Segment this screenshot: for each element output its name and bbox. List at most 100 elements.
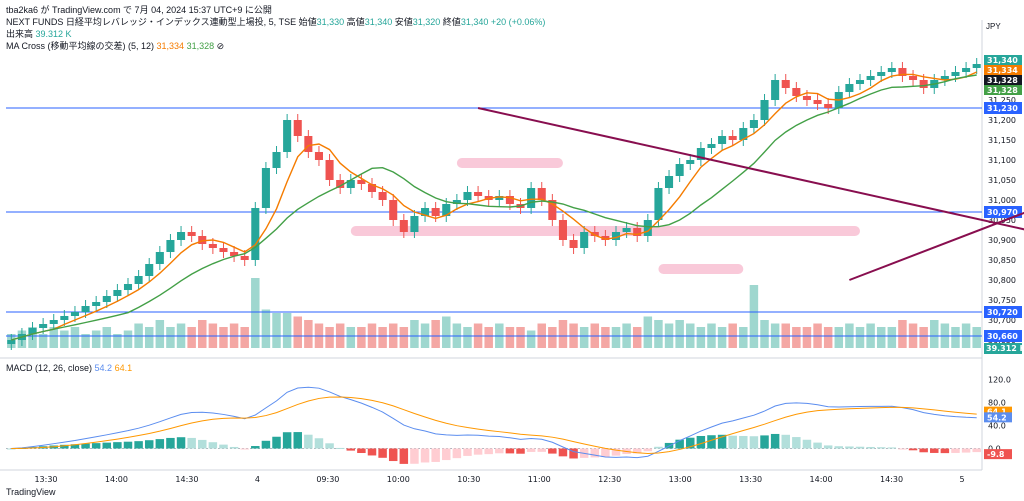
macd-histogram-bar: [346, 448, 356, 451]
volume-bar: [463, 327, 472, 348]
macd-histogram-bar: [855, 446, 865, 449]
candle-body: [580, 232, 589, 248]
level-tag-bg: [984, 330, 1022, 342]
macd-histogram-bar: [930, 448, 939, 453]
macd-histogram-bar: [463, 448, 472, 456]
macd-histogram-bar: [335, 447, 345, 449]
volume-bar: [38, 334, 48, 348]
volume-bar: [749, 285, 759, 348]
candle-body: [452, 200, 461, 204]
candle-body: [558, 220, 567, 240]
candle-body: [219, 248, 228, 252]
macd-histogram-bar: [176, 437, 186, 449]
x-tick-label: 14:30: [175, 475, 198, 484]
candle-body: [208, 244, 217, 248]
ohlc-high-label: 高値: [346, 17, 365, 27]
volume-bar: [526, 330, 536, 348]
candle-body: [739, 128, 748, 140]
ohlc-open: 31,330: [316, 17, 345, 27]
candle-body: [442, 204, 451, 216]
candle-body: [272, 152, 281, 168]
candle-body: [728, 136, 737, 140]
volume-bar: [219, 327, 228, 348]
volume-bar: [611, 327, 621, 348]
candle-body: [421, 208, 430, 216]
eye-icon[interactable]: ⊘: [216, 41, 225, 51]
volume-bar: [198, 320, 207, 348]
signal-line: [11, 396, 977, 454]
ohlc-close: 31,340: [460, 17, 489, 27]
price-tag-label: 31,340: [987, 56, 1018, 65]
volume-bar: [548, 327, 557, 348]
ma-label: MA Cross (移動平均線の交差) (5, 12): [6, 41, 155, 51]
macd-histogram-bar: [166, 437, 175, 449]
candle-body: [410, 216, 419, 232]
volume-bar: [113, 334, 122, 348]
macd-histogram-bar: [399, 448, 409, 464]
candle-body: [49, 320, 58, 324]
macd-tick-label: 80.0: [988, 399, 1006, 408]
level-tag-label: 31,230: [987, 104, 1018, 113]
macd-histogram-bar: [526, 448, 536, 452]
candle-body: [686, 160, 695, 164]
candle-body: [760, 100, 769, 120]
candle-body: [824, 104, 833, 108]
volume-bar: [717, 327, 727, 348]
macd-histogram-bar: [144, 440, 154, 449]
macd-line-value: 54.2: [94, 363, 113, 373]
candle-body: [102, 296, 111, 302]
candle-body: [601, 236, 610, 240]
volume-bar: [304, 320, 313, 348]
candle-body: [463, 192, 472, 200]
macd-histogram-bar: [91, 443, 101, 449]
volume-bar: [484, 327, 493, 348]
candle-body: [781, 80, 790, 88]
candle-body: [367, 184, 377, 192]
macd-histogram-bar: [442, 448, 451, 461]
candle-body: [675, 164, 684, 176]
volume-tag-bg: [984, 343, 1022, 354]
ohlc-close-label: 終値: [442, 17, 461, 27]
candle-body: [527, 188, 536, 208]
candle-body: [251, 208, 260, 260]
volume-bar: [155, 320, 165, 348]
resistance-zone: [456, 158, 563, 168]
x-tick-label: 5: [959, 475, 964, 484]
candle-body: [145, 264, 154, 276]
macd-tag-bg: [984, 449, 1012, 460]
candle-body: [654, 188, 663, 220]
macd-histogram-bar: [940, 448, 950, 454]
x-tick-label: 11:00: [528, 475, 551, 484]
volume-bar: [792, 327, 801, 348]
ma-fast-line: [11, 71, 977, 341]
volume-bar: [399, 327, 409, 348]
candle-body: [633, 228, 642, 236]
candle-body: [707, 144, 716, 148]
candle-body: [39, 324, 48, 328]
y-tick-label: 30,800: [988, 276, 1016, 285]
macd-histogram-bar: [357, 448, 366, 454]
volume-bar: [251, 278, 260, 348]
candle-body: [495, 196, 504, 200]
volume-bar: [876, 327, 886, 348]
price-tag-bg: [984, 85, 1022, 95]
macd-histogram-bar: [760, 435, 769, 449]
candle-body: [548, 200, 557, 220]
volume-bar: [272, 313, 281, 348]
volume-bar: [675, 320, 684, 348]
macd-histogram-bar: [208, 442, 218, 449]
macd-histogram-bar: [304, 434, 313, 449]
macd-histogram-bar: [675, 439, 684, 449]
macd-histogram-bar: [558, 448, 568, 457]
macd-histogram-bar: [813, 442, 822, 449]
candle-body: [771, 80, 780, 100]
candle-body: [346, 180, 355, 188]
macd-histogram-bar: [484, 448, 493, 455]
candle-body: [187, 232, 196, 236]
y-tick-label: 31,050: [988, 176, 1016, 185]
macd-histogram-bar: [452, 448, 462, 459]
macd-tag-bg: [984, 406, 1012, 417]
candle-body: [505, 196, 514, 204]
macd-histogram-bar: [420, 448, 430, 463]
